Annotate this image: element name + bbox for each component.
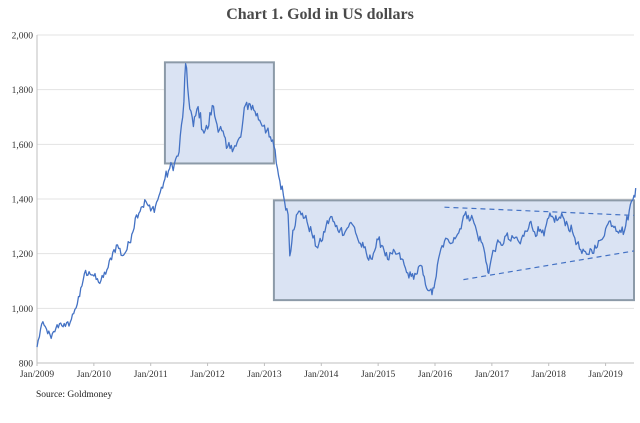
y-tick-label: 1,200 [12,250,34,260]
gold-price-line [36,63,637,348]
trendlines [444,206,635,281]
chart-title: Chart 1. Gold in US dollars [226,6,414,23]
x-tick-label: Jan/2016 [418,370,453,380]
y-tick-label: 1,600 [12,141,34,151]
trendline [444,206,635,216]
x-tick-label: Jan/2010 [77,370,112,380]
x-tick-label: Jan/2014 [304,370,339,380]
x-tick-label: Jan/2017 [475,370,510,380]
y-tick-label: 2,000 [12,32,34,42]
tick-labels: 800 1,000 1,200 1,400 1,600 1,800 2,000 Jan/200… [12,32,623,381]
range-boxes [163,61,635,302]
y-tick-label: 800 [19,360,34,370]
y-tick-label: 1,000 [12,305,34,315]
axes [36,35,634,366]
x-tick-label: Jan/2009 [20,370,55,380]
y-tick-label: 1,800 [12,86,34,96]
price-series [36,63,637,348]
x-tick-label: Jan/2012 [190,370,225,380]
x-tick-label: Jan/2011 [134,370,168,380]
y-tick-label: 1,400 [12,196,34,206]
trendline [463,250,635,281]
range-box [272,199,635,302]
x-tick-label: Jan/2013 [247,370,282,380]
x-tick-label: Jan/2015 [361,370,396,380]
x-tick-label: Jan/2019 [588,370,623,380]
source-note: Source: Goldmoney [36,390,113,400]
x-tick-label: Jan/2018 [532,370,567,380]
